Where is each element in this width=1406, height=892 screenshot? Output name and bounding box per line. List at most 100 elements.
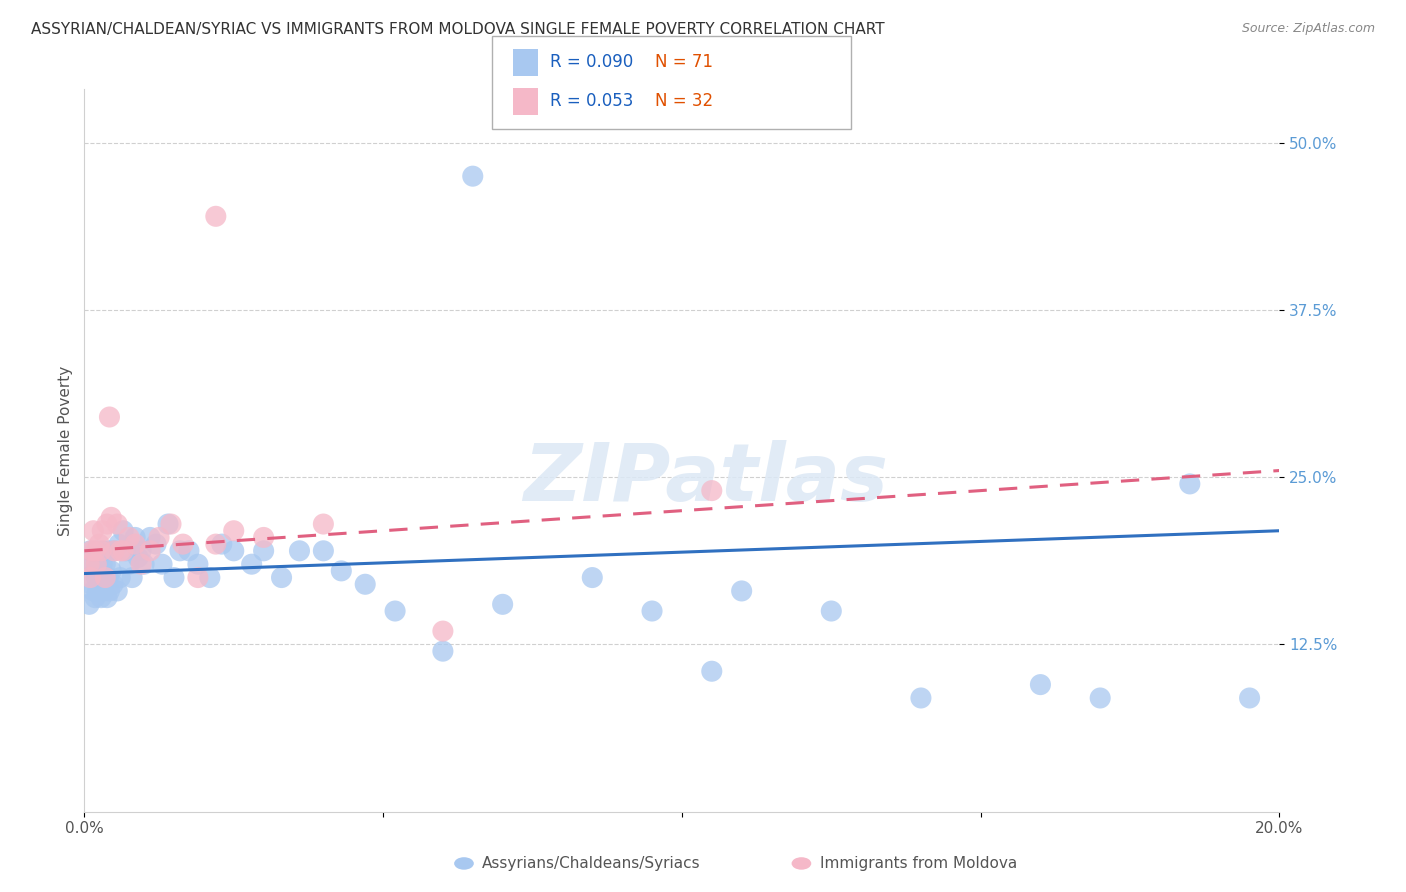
Point <box>79 543 101 558</box>
Text: Immigrants from Moldova: Immigrants from Moldova <box>820 856 1017 871</box>
Point <box>91 557 114 572</box>
Point <box>129 557 152 572</box>
Point <box>84 591 107 605</box>
Point <box>145 537 167 551</box>
Point <box>187 557 209 572</box>
Point <box>139 530 162 544</box>
Point <box>108 537 131 551</box>
Text: ZIPatlas: ZIPatlas <box>523 441 889 518</box>
Point <box>98 410 121 425</box>
Point <box>129 543 152 558</box>
Point <box>1178 476 1201 491</box>
Point <box>86 557 108 572</box>
Point <box>820 604 842 618</box>
Point <box>641 604 664 618</box>
Point <box>103 543 125 558</box>
Point <box>89 550 111 565</box>
Point <box>97 543 120 558</box>
Point <box>312 543 335 558</box>
Point <box>90 591 112 605</box>
Point <box>96 591 118 605</box>
Point <box>205 210 228 224</box>
Point <box>84 543 107 558</box>
Point <box>432 644 454 658</box>
Point <box>205 537 228 551</box>
Point <box>100 510 122 524</box>
Point <box>492 598 515 612</box>
Point <box>222 524 245 538</box>
Point <box>461 169 484 184</box>
Point <box>82 524 104 538</box>
Point <box>1090 690 1112 705</box>
Text: N = 32: N = 32 <box>655 93 713 111</box>
Point <box>115 543 138 558</box>
Point <box>105 517 128 532</box>
Point <box>100 564 122 578</box>
Point <box>270 571 292 585</box>
Point <box>240 557 263 572</box>
Point <box>354 577 377 591</box>
Point <box>82 584 104 599</box>
Point <box>253 543 276 558</box>
Text: N = 71: N = 71 <box>655 54 713 71</box>
Point <box>132 557 156 572</box>
Point <box>121 571 143 585</box>
Point <box>91 524 114 538</box>
Point <box>82 557 104 572</box>
Point <box>93 584 115 599</box>
Point <box>148 530 170 544</box>
Point <box>96 517 118 532</box>
Point <box>910 690 932 705</box>
Point <box>127 550 149 565</box>
Point <box>700 483 723 498</box>
Point <box>172 537 194 551</box>
Point <box>110 571 132 585</box>
Y-axis label: Single Female Poverty: Single Female Poverty <box>58 366 73 535</box>
Point <box>86 584 108 599</box>
Point <box>89 537 111 551</box>
Point <box>86 543 108 558</box>
Point <box>163 571 186 585</box>
Point <box>124 530 146 544</box>
Point <box>160 517 183 532</box>
Point <box>80 577 103 591</box>
Point <box>330 564 353 578</box>
Point <box>77 598 100 612</box>
Point <box>90 571 112 585</box>
Point <box>731 584 754 599</box>
Point <box>89 577 111 591</box>
Point <box>222 543 245 558</box>
Point <box>84 564 107 578</box>
Point <box>187 571 209 585</box>
Point <box>198 571 221 585</box>
Point <box>98 584 121 599</box>
Point <box>93 543 115 558</box>
Point <box>157 517 180 532</box>
Point <box>77 557 100 572</box>
Point <box>1029 678 1052 692</box>
Point <box>86 557 108 572</box>
Point <box>86 571 108 585</box>
Point <box>79 571 101 585</box>
Point <box>97 571 120 585</box>
Text: Assyrians/Chaldeans/Syriacs: Assyrians/Chaldeans/Syriacs <box>482 856 700 871</box>
Point <box>177 543 200 558</box>
Text: ASSYRIAN/CHALDEAN/SYRIAC VS IMMIGRANTS FROM MOLDOVA SINGLE FEMALE POVERTY CORREL: ASSYRIAN/CHALDEAN/SYRIAC VS IMMIGRANTS F… <box>31 22 884 37</box>
Point <box>94 557 117 572</box>
Point <box>101 577 124 591</box>
Point <box>288 543 311 558</box>
Point <box>700 664 723 679</box>
Point <box>581 571 603 585</box>
Point <box>150 557 173 572</box>
Point <box>312 517 335 532</box>
Point <box>105 584 128 599</box>
Point <box>1239 690 1261 705</box>
Point <box>169 543 191 558</box>
Point <box>118 557 141 572</box>
Point <box>211 537 233 551</box>
Point <box>112 543 135 558</box>
Point <box>112 524 135 538</box>
Point <box>80 543 103 558</box>
Point <box>94 571 117 585</box>
Text: R = 0.090: R = 0.090 <box>550 54 633 71</box>
